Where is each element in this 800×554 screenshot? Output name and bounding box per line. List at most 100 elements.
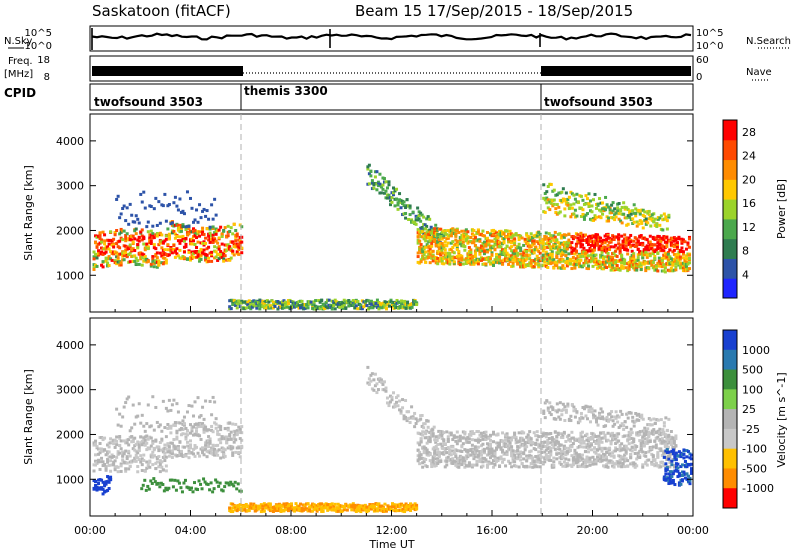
data-cell [347,505,351,509]
power-colorbar-label: Power [dB] [775,179,788,239]
data-cell [505,229,509,233]
data-cell [210,448,214,452]
data-cell [485,257,489,261]
data-cell [98,233,102,237]
data-cell [204,258,208,262]
data-cell [216,449,220,453]
data-cell [404,216,408,220]
data-cell [516,449,520,453]
data-cell [476,246,480,250]
data-cell [151,224,155,228]
data-cell [421,430,425,434]
data-cell [403,305,407,309]
data-cell [570,246,574,250]
data-cell [469,257,473,261]
data-cell [662,245,666,249]
data-cell [448,259,452,263]
data-cell [176,254,180,258]
data-cell [416,419,420,423]
data-cell [347,299,351,303]
data-cell [611,216,615,220]
data-cell [437,455,441,459]
data-cell [546,432,550,436]
data-cell [463,248,467,252]
data-cell [367,163,371,167]
data-cell [228,506,232,510]
data-cell [514,232,518,236]
data-cell [176,228,180,232]
data-cell [208,237,212,241]
data-cell [381,509,385,513]
data-cell [422,222,426,226]
data-cell [492,260,495,264]
data-cell [216,443,220,447]
data-cell [384,508,388,512]
data-cell [113,459,117,463]
data-cell [514,449,518,453]
data-cell [226,428,230,432]
data-cell [629,261,633,265]
data-cell [229,240,233,244]
data-cell [660,269,664,273]
data-cell [579,455,583,459]
data-cell [607,216,611,220]
data-cell [495,446,499,450]
data-cell [412,298,416,302]
data-cell [152,446,156,450]
data-cell [687,261,691,265]
data-cell [178,428,182,432]
data-cell [517,455,521,459]
data-cell [562,233,566,237]
data-cell [504,433,508,437]
data-cell [513,252,517,256]
data-cell [481,233,485,237]
data-cell [229,307,233,311]
data-cell [651,260,655,264]
data-cell [667,215,671,219]
data-cell [414,421,418,425]
nave-tick-top: 60 [696,55,709,66]
data-cell [659,246,663,250]
data-cell [564,254,568,258]
data-cell [519,258,523,262]
data-cell [446,251,450,255]
data-cell [238,223,242,227]
data-cell [407,304,411,308]
data-cell [568,244,572,248]
data-cell [416,216,420,220]
data-cell [552,456,556,460]
data-cell [163,260,167,264]
data-cell [555,203,559,207]
data-cell [160,233,164,237]
data-cell [439,236,443,240]
data-cell [580,251,584,255]
cpid-strip-frame [89,83,694,111]
data-cell [383,502,387,506]
data-cell [457,256,461,260]
data-cell [464,232,468,236]
data-cell [439,256,443,260]
data-cell [216,429,220,433]
data-cell [401,509,405,513]
data-cell [387,507,391,511]
data-cell [201,232,205,236]
data-cell [605,237,609,241]
data-cell [372,186,376,190]
data-cell [306,502,310,506]
data-cell [386,302,390,306]
data-cell [205,227,209,231]
colorbar-swatch [723,199,737,220]
data-cell [455,456,459,460]
data-cell [669,241,673,245]
data-cell [546,447,550,451]
data-cell [571,442,575,446]
data-cell [214,444,218,448]
data-cell [345,299,349,303]
data-cell [605,260,609,264]
data-cell [231,446,235,450]
data-cell [580,249,584,253]
data-cell [116,260,120,264]
data-cell [149,239,153,243]
data-cell [510,465,514,469]
data-cell [286,509,290,513]
